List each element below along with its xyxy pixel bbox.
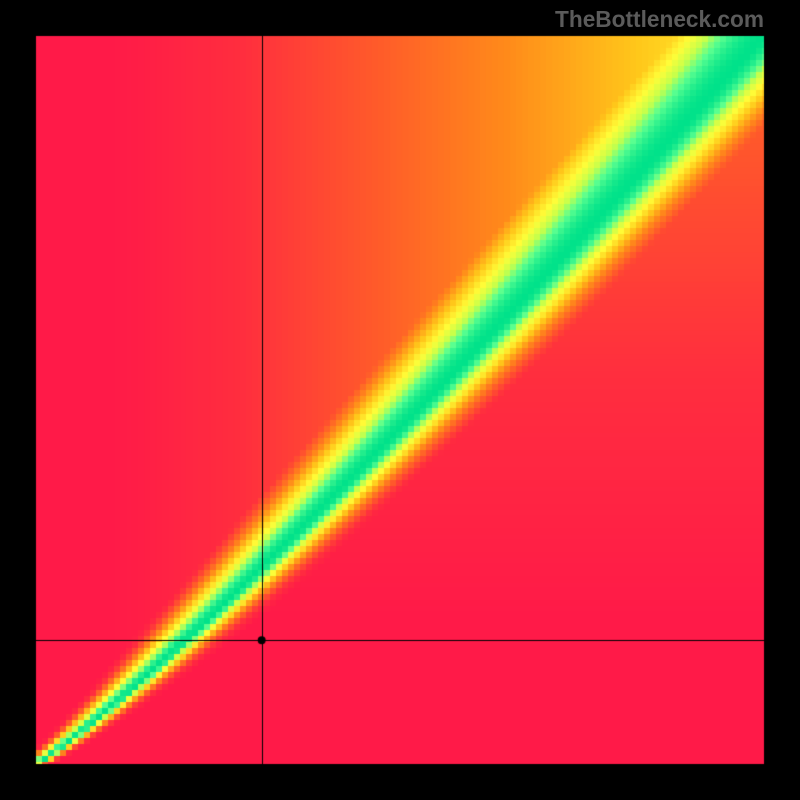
watermark-text: TheBottleneck.com (555, 6, 764, 33)
figure-container: TheBottleneck.com (0, 0, 800, 800)
heatmap-canvas (0, 0, 800, 800)
